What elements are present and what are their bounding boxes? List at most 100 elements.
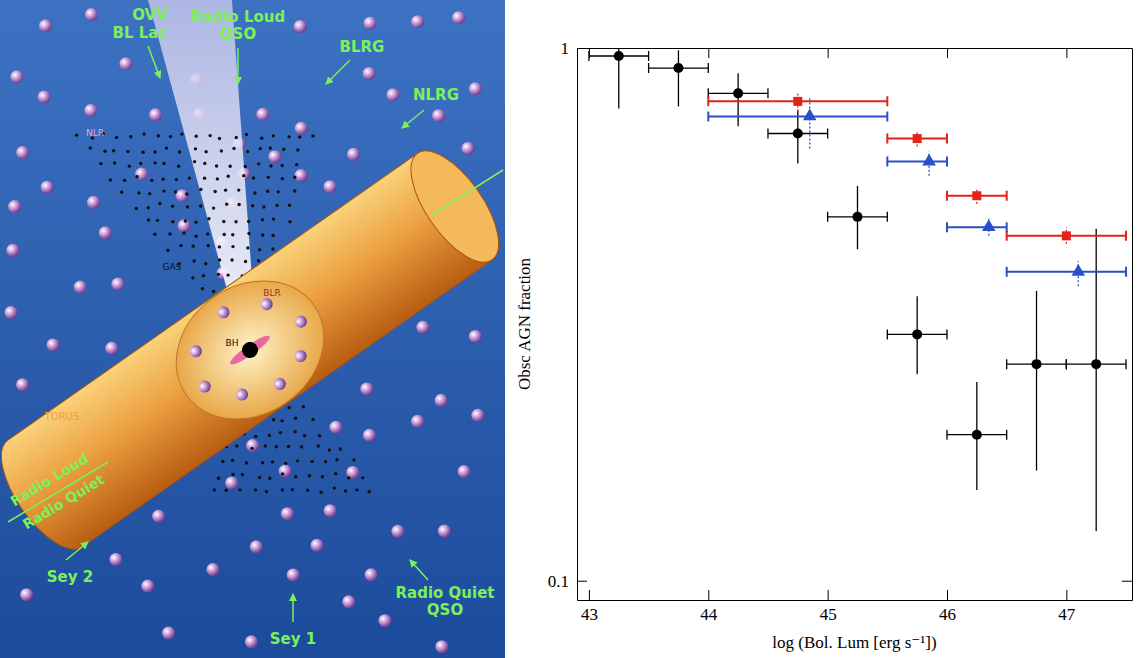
diagram-label: Radio LoudQSO (191, 8, 285, 43)
canvas: OVVBL LacRadio LoudQSOBLRGNLRGRadio Loud… (0, 0, 1140, 658)
gas-dot (296, 459, 299, 462)
gas-dot (310, 460, 313, 463)
gas-dot (238, 488, 241, 491)
gas-dot (206, 232, 209, 235)
x-error-bar (708, 111, 887, 121)
gas-dot (220, 149, 223, 152)
gas-dot (282, 148, 285, 151)
gas-dot (271, 247, 274, 250)
gas-dot (247, 220, 250, 223)
gas-dot (135, 207, 138, 210)
divider-lines (8, 170, 503, 522)
label-arrow (292, 594, 294, 622)
tick-label: 43 (581, 605, 598, 624)
gas-dot (226, 273, 229, 276)
gas-dot (103, 150, 106, 153)
gas-dot (361, 476, 364, 479)
nlr-cloud (469, 82, 482, 95)
nlr-cloud (287, 568, 300, 581)
axis-line (578, 600, 1133, 601)
gas-dot (311, 418, 314, 421)
nlr-cloud (99, 226, 112, 239)
gas-dot (212, 290, 215, 293)
marker (1091, 359, 1101, 369)
gas-dot (352, 458, 355, 461)
divider-line (432, 170, 503, 215)
gas-dot (207, 244, 210, 247)
gas-dot (339, 447, 342, 450)
gas-dot (272, 134, 275, 137)
gas-dot (199, 204, 202, 207)
gas-dot (193, 160, 196, 163)
gas-dot (215, 164, 218, 167)
gas-dot (281, 472, 284, 475)
nlr-cloud (378, 614, 391, 627)
gas-dot (247, 232, 250, 235)
x-error-bar (589, 51, 649, 61)
gas-dot (158, 202, 161, 205)
tick-mark (947, 48, 948, 58)
diagram-label: Sey 1 (270, 630, 316, 648)
diagram-label-line: QSO (220, 25, 256, 43)
nlr-cloud (364, 17, 377, 30)
tick (947, 48, 948, 58)
gas-dot (264, 444, 267, 447)
tick-mark (1122, 581, 1132, 582)
nlr-cloud (458, 465, 471, 478)
gas-dot (252, 176, 255, 179)
gas-dot (188, 176, 191, 179)
chart: 43444546470.11log (Bol. Lum [erg s⁻¹])Ob… (515, 39, 1133, 652)
y-error-bar (1036, 291, 1037, 471)
tick-mark (1066, 590, 1067, 600)
gas-dot (171, 220, 174, 223)
gas-dot (225, 489, 228, 492)
gas-dot (222, 220, 225, 223)
gas-dot (275, 445, 278, 448)
gas-dot (241, 473, 244, 476)
gas-dot (242, 174, 245, 177)
gas-dot (294, 417, 297, 420)
gas-dot (288, 203, 291, 206)
gas-dot (162, 189, 165, 192)
gas-dot (318, 434, 321, 437)
blr-cloud (188, 343, 205, 360)
tick: 1 (561, 39, 588, 58)
gas-dot (150, 179, 153, 182)
nlr-cloud (6, 244, 19, 257)
gas-dot (232, 147, 235, 150)
tick-mark (1122, 48, 1132, 49)
gas-dot (271, 234, 274, 237)
nlr-cloud (16, 378, 29, 391)
gas-dot (234, 220, 237, 223)
tick (1066, 48, 1067, 58)
gas-dot (218, 258, 221, 261)
gas-dot (279, 431, 282, 434)
gas-dot (261, 461, 264, 464)
gas-dot (262, 205, 265, 208)
gas-dot (147, 206, 150, 209)
gas-dot (231, 233, 234, 236)
gas-dot (245, 461, 248, 464)
nlr-cloud (365, 568, 378, 581)
gas-dot (302, 405, 305, 408)
gas-dot (265, 490, 268, 493)
diagram-label: BH (226, 338, 239, 348)
x-error-bar (708, 96, 887, 106)
gas-dot (153, 150, 156, 153)
gas-dot (287, 135, 290, 138)
gas-dot (266, 190, 269, 193)
gas-dot (123, 179, 126, 182)
gas-dot (294, 475, 297, 478)
diagram-label: NLR (86, 128, 104, 138)
nlr-cloud (295, 122, 308, 135)
gas-dot (296, 148, 299, 151)
x-error-bar (1007, 231, 1126, 241)
nlr-cloud (346, 466, 359, 479)
tick-label: 46 (939, 605, 956, 624)
tick (828, 48, 829, 58)
blr-cloud (292, 348, 309, 365)
gas-dot (126, 150, 129, 153)
gas-dot (253, 191, 256, 194)
gas-dot (199, 188, 202, 191)
nlr-cloud (87, 196, 100, 209)
